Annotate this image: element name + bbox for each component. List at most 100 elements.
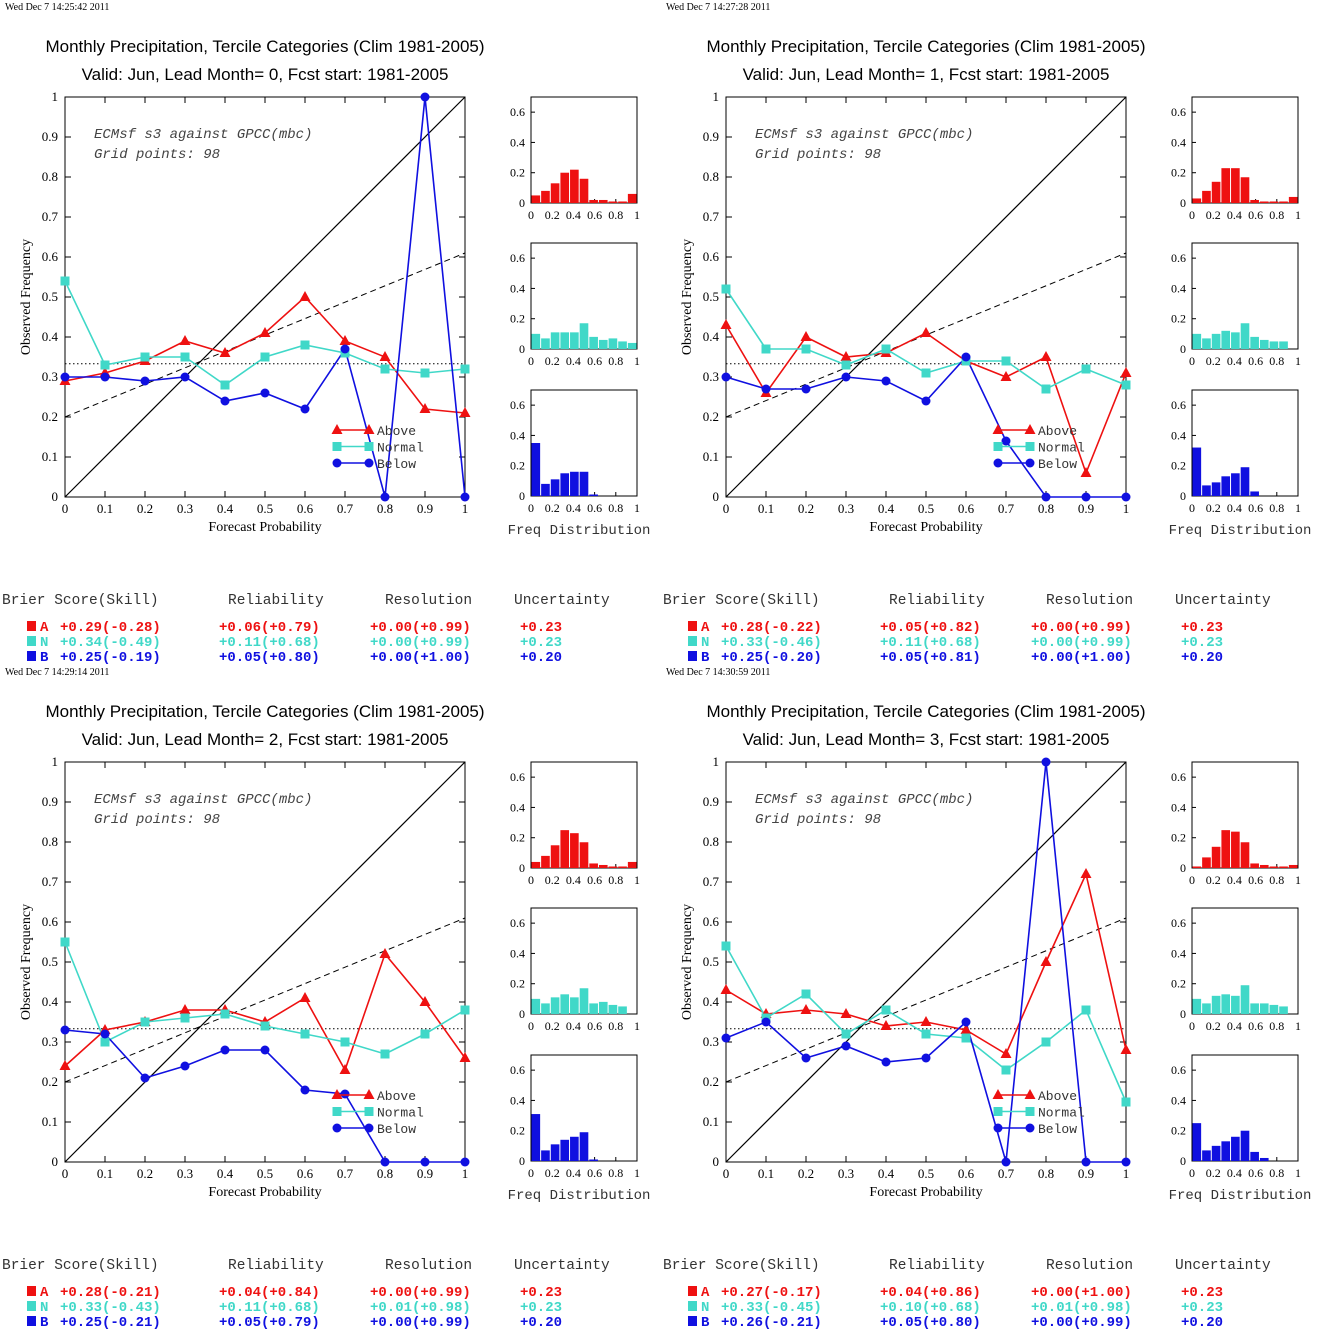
hist-y-tick-label: 0 — [519, 489, 525, 503]
data-point-below — [220, 396, 230, 406]
hist-bar-below — [1192, 447, 1202, 496]
hist-x-tick-label: 0 — [1189, 208, 1195, 222]
score-category: A — [40, 620, 49, 636]
score-reliability: +0.10(+0.68) — [880, 1300, 981, 1316]
x-tick-label: 0.9 — [1078, 1166, 1094, 1181]
legend-marker-below — [993, 458, 1003, 468]
x-tick-label: 0.8 — [1038, 501, 1054, 516]
data-point-below — [1121, 492, 1131, 502]
hist-bar-below — [1221, 1141, 1231, 1161]
data-point-above — [299, 992, 311, 1002]
data-point-normal — [420, 1029, 430, 1039]
score-swatch-B — [688, 1316, 697, 1326]
data-point-above — [1000, 371, 1012, 381]
y-tick-label: 0.3 — [42, 1034, 58, 1049]
hist-y-tick-label: 0.2 — [510, 977, 525, 991]
score-uncertainty: +0.23 — [520, 1285, 562, 1301]
hist-y-tick-label: 0.4 — [510, 428, 525, 442]
hist-x-tick-label: 0.8 — [608, 1019, 623, 1033]
data-point-above — [1040, 351, 1052, 361]
x-tick-label: 0 — [62, 1166, 69, 1181]
score-brier: +0.25(-0.20) — [721, 650, 822, 665]
data-point-above — [379, 948, 391, 958]
y-tick-label: 0.8 — [703, 169, 719, 184]
hist-x-tick-label: 0 — [528, 208, 534, 222]
score-swatch-B — [27, 651, 36, 661]
score-header: Brier Score(Skill) — [2, 593, 159, 609]
legend-label-below: Below — [377, 1122, 416, 1137]
data-point-normal — [420, 368, 430, 378]
hist-x-tick-label: 1 — [1295, 1166, 1301, 1180]
reliability-panel-lead1: Wed Dec 7 14:27:28 2011 Monthly Precipita… — [661, 0, 1322, 665]
hist-x-tick-label: 0.2 — [545, 501, 560, 515]
data-point-below — [721, 1033, 731, 1043]
data-point-below — [921, 1053, 931, 1063]
hist-y-tick-label: 0.4 — [1171, 1093, 1186, 1107]
x-tick-label: 0.5 — [918, 501, 934, 516]
hist-y-tick-label: 0 — [1180, 1154, 1186, 1168]
score-brier: +0.33(-0.43) — [60, 1300, 161, 1316]
score-brier: +0.33(-0.46) — [721, 635, 822, 651]
hist-x-tick-label: 0 — [528, 354, 534, 368]
data-point-below — [961, 1017, 971, 1027]
hist-bar-above — [1231, 831, 1240, 868]
hist-bar-below — [1202, 485, 1211, 496]
hist-bar-normal — [1279, 341, 1288, 349]
hist-x-tick-label: 0 — [528, 873, 534, 887]
hist-bar-above — [541, 190, 550, 203]
hist-y-tick-label: 0.2 — [1171, 1124, 1186, 1138]
data-point-below — [140, 1073, 150, 1083]
data-point-normal — [1121, 1097, 1131, 1107]
chart-subtitle: Valid: Jun, Lead Month= 3, Fcst start: 1… — [743, 730, 1110, 749]
data-point-normal — [841, 1029, 851, 1039]
data-point-below — [260, 388, 270, 398]
y-tick-label: 0.7 — [703, 874, 720, 889]
hist-bar-above — [1259, 864, 1269, 868]
data-point-below — [380, 1157, 390, 1167]
score-resolution: +0.00(+1.00) — [1031, 1285, 1132, 1301]
y-tick-label: 0.3 — [703, 369, 719, 384]
hist-x-tick-label: 0.8 — [1269, 1019, 1284, 1033]
score-resolution: +0.00(+0.99) — [370, 1285, 471, 1301]
hist-x-tick-label: 0.2 — [545, 208, 560, 222]
score-category: B — [701, 650, 710, 665]
hist-x-tick-label: 0 — [1189, 1019, 1195, 1033]
x-tick-label: 0.3 — [838, 1166, 854, 1181]
score-header: Brier Score(Skill) — [663, 593, 820, 609]
score-uncertainty: +0.23 — [1181, 635, 1223, 651]
data-point-normal — [380, 364, 390, 374]
y-tick-label: 0.6 — [703, 914, 720, 929]
annotation-gridpoints: Grid points: 98 — [755, 147, 881, 163]
x-tick-label: 0 — [723, 1166, 730, 1181]
data-point-above — [800, 1004, 812, 1014]
data-point-normal — [1001, 356, 1011, 366]
legend-marker-above — [992, 1089, 1004, 1099]
score-header: Reliability — [889, 593, 985, 609]
legend-label-above: Above — [377, 1089, 416, 1104]
data-point-below — [140, 376, 150, 386]
perfect-reliability-line — [64, 761, 466, 1163]
y-tick-label: 0.2 — [42, 1074, 58, 1089]
data-point-above — [419, 403, 431, 413]
hist-x-tick-label: 0.2 — [545, 354, 560, 368]
hist-x-tick-label: 0.8 — [608, 873, 623, 887]
hist-bar-normal — [1192, 998, 1202, 1014]
annotation-source: ECMsf s3 against GPCC(mbc) — [755, 792, 973, 808]
hist-bar-above — [1221, 830, 1231, 868]
hist-bar-above — [1192, 198, 1202, 203]
hist-bar-above — [589, 199, 598, 203]
x-tick-label: 0.9 — [417, 501, 433, 516]
hist-bar-below — [1211, 1145, 1221, 1161]
data-point-normal — [380, 1049, 390, 1059]
x-tick-label: 0.5 — [918, 1166, 934, 1181]
hist-bar-above — [531, 861, 541, 868]
x-tick-label: 0.6 — [958, 501, 975, 516]
hist-bar-below — [1250, 491, 1259, 496]
hist-bar-above — [560, 830, 570, 868]
hist-x-tick-label: 0.6 — [1248, 354, 1263, 368]
data-point-above — [1120, 1044, 1132, 1054]
legend-marker-below — [993, 1123, 1003, 1133]
data-point-above — [960, 1024, 972, 1034]
hist-bar-below — [1221, 476, 1231, 496]
x-tick-label: 0.7 — [998, 501, 1015, 516]
